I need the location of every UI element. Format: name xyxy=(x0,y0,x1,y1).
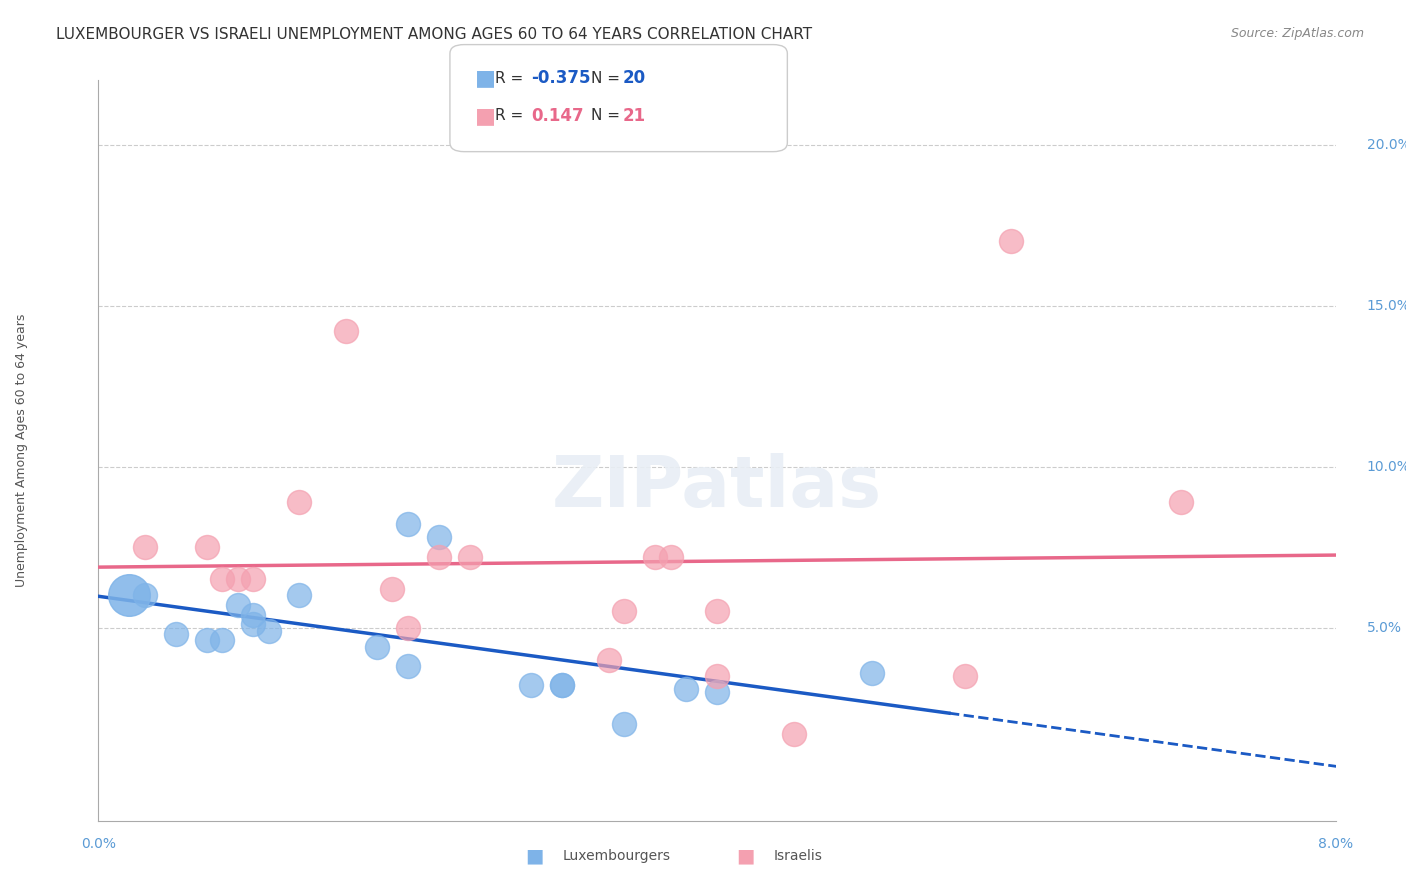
Text: Luxembourgers: Luxembourgers xyxy=(562,849,671,863)
Point xyxy=(783,727,806,741)
Text: 0.147: 0.147 xyxy=(531,107,583,125)
Point xyxy=(226,598,249,612)
Text: ZIPatlas: ZIPatlas xyxy=(553,453,882,522)
Point xyxy=(134,540,156,554)
Point xyxy=(366,640,388,654)
Point xyxy=(335,324,357,338)
Text: 20: 20 xyxy=(623,70,645,87)
Text: 21: 21 xyxy=(623,107,645,125)
Text: N =: N = xyxy=(591,109,624,123)
Point xyxy=(1170,495,1192,509)
Text: 15.0%: 15.0% xyxy=(1367,299,1406,312)
Text: Unemployment Among Ages 60 to 64 years: Unemployment Among Ages 60 to 64 years xyxy=(14,314,28,587)
Point xyxy=(242,607,264,622)
Point xyxy=(551,678,574,692)
Text: N =: N = xyxy=(591,71,624,86)
Text: ■: ■ xyxy=(475,106,496,126)
Point xyxy=(644,549,666,564)
Point xyxy=(659,549,682,564)
Point xyxy=(706,669,728,683)
Point xyxy=(396,517,419,532)
Point xyxy=(242,572,264,586)
Point xyxy=(211,633,233,648)
Point xyxy=(211,572,233,586)
Point xyxy=(1000,234,1022,248)
Point xyxy=(706,685,728,699)
Point xyxy=(458,549,481,564)
Point xyxy=(118,588,141,602)
Text: 0.0%: 0.0% xyxy=(82,837,115,851)
Point xyxy=(551,678,574,692)
Point xyxy=(381,582,404,596)
Text: ■: ■ xyxy=(524,847,544,866)
Text: R =: R = xyxy=(495,71,529,86)
Point xyxy=(226,572,249,586)
Point xyxy=(165,627,187,641)
Point xyxy=(195,633,218,648)
Point xyxy=(427,549,450,564)
Text: Source: ZipAtlas.com: Source: ZipAtlas.com xyxy=(1230,27,1364,40)
Text: -0.375: -0.375 xyxy=(531,70,591,87)
Point xyxy=(613,604,636,618)
Point xyxy=(427,530,450,544)
Text: 10.0%: 10.0% xyxy=(1367,459,1406,474)
Point xyxy=(257,624,280,638)
Text: ■: ■ xyxy=(735,847,755,866)
Text: Israelis: Israelis xyxy=(773,849,823,863)
Text: 20.0%: 20.0% xyxy=(1367,137,1406,152)
Point xyxy=(953,669,976,683)
Point xyxy=(396,620,419,634)
Point xyxy=(242,617,264,632)
Point xyxy=(288,588,311,602)
Text: 5.0%: 5.0% xyxy=(1367,621,1402,634)
Point xyxy=(860,665,883,680)
Point xyxy=(613,717,636,731)
Point xyxy=(520,678,543,692)
Text: R =: R = xyxy=(495,109,529,123)
Point xyxy=(134,588,156,602)
Point xyxy=(288,495,311,509)
Point xyxy=(396,659,419,673)
Text: ■: ■ xyxy=(475,69,496,88)
Point xyxy=(195,540,218,554)
Point xyxy=(675,681,697,696)
Point xyxy=(598,653,620,667)
Point xyxy=(706,604,728,618)
Text: 8.0%: 8.0% xyxy=(1319,837,1353,851)
Text: LUXEMBOURGER VS ISRAELI UNEMPLOYMENT AMONG AGES 60 TO 64 YEARS CORRELATION CHART: LUXEMBOURGER VS ISRAELI UNEMPLOYMENT AMO… xyxy=(56,27,813,42)
